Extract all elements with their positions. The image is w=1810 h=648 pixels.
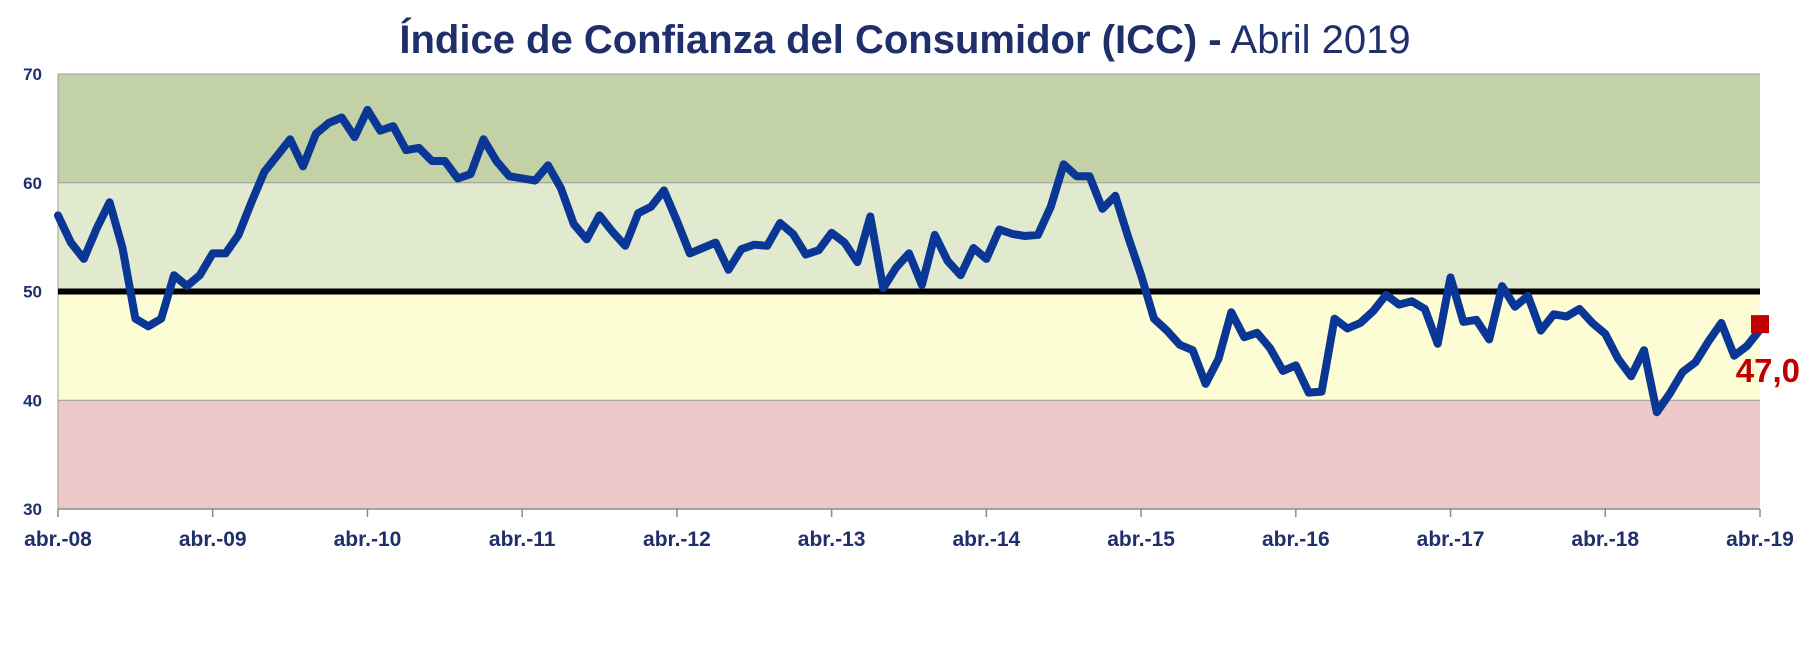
band-50-60 — [58, 182, 1760, 292]
x-tick-label-abr.-19: abr.-19 — [1726, 528, 1794, 551]
band-30-40 — [58, 400, 1760, 509]
x-tick-label-abr.-10: abr.-10 — [334, 528, 402, 551]
last-point-marker — [1751, 315, 1769, 334]
x-tick-label-abr.-18: abr.-18 — [1571, 528, 1639, 551]
chart-title-main: Índice de Confianza del Consumidor (ICC)… — [399, 18, 1222, 62]
last-point-label: 47,0 — [1736, 352, 1800, 389]
x-tick-label-abr.-12: abr.-12 — [643, 528, 711, 551]
y-tick-label-70: 70 — [23, 65, 42, 84]
band-40-50 — [58, 291, 1760, 401]
x-tick-label-abr.-09: abr.-09 — [179, 528, 247, 551]
x-tick-label-abr.-15: abr.-15 — [1107, 528, 1175, 551]
chart-title: Índice de Confianza del Consumidor (ICC)… — [0, 18, 1810, 63]
chart-title-period: Abril 2019 — [1230, 18, 1411, 62]
x-tick-label-abr.-14: abr.-14 — [953, 528, 1021, 551]
band-60-70 — [58, 74, 1760, 183]
y-tick-label-50: 50 — [23, 283, 42, 302]
x-tick-label-abr.-11: abr.-11 — [489, 528, 556, 551]
x-tick-label-abr.-17: abr.-17 — [1417, 528, 1485, 551]
x-tick-label-abr.-16: abr.-16 — [1262, 528, 1330, 551]
x-tick-label-abr.-13: abr.-13 — [798, 528, 866, 551]
x-tick-label-abr.-08: abr.-08 — [24, 528, 92, 551]
y-tick-label-60: 60 — [23, 174, 42, 193]
y-tick-label-30: 30 — [23, 500, 42, 519]
y-tick-label-40: 40 — [23, 391, 42, 410]
icc-series-line — [54, 105, 1764, 417]
